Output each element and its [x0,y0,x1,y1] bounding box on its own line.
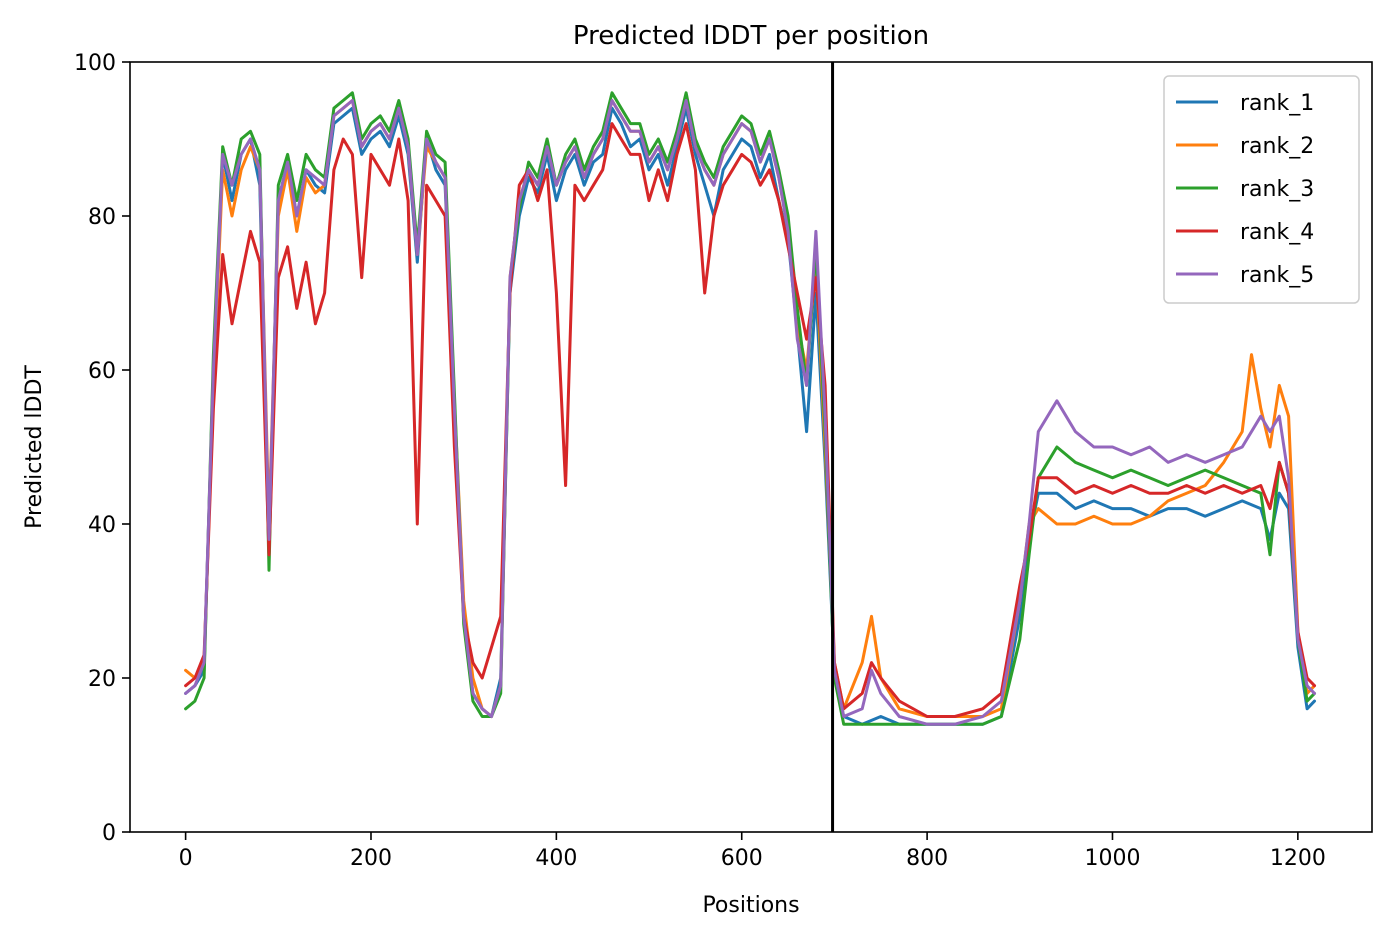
plot-frame [129,61,1373,833]
y-tick-label: 100 [74,51,116,76]
plot-lines [184,91,1316,726]
series-line-rank_4 [184,122,1316,718]
x-tick-label: 200 [350,846,392,871]
x-tick-label: 600 [721,846,763,871]
x-tick-label: 400 [535,846,577,871]
x-tick-label: 800 [906,846,948,871]
series-line-rank_3 [184,91,1316,726]
x-axis-label: Positions [702,893,799,918]
y-tick-label: 80 [88,205,116,230]
legend-label-rank_5: rank_5 [1240,263,1314,288]
series-line-rank_1 [184,106,1316,726]
y-tick-label: 0 [102,821,116,846]
x-tick-label: 0 [179,846,193,871]
legend-box [1163,75,1360,304]
series-line-rank_5 [184,99,1316,726]
y-tick-label: 60 [88,359,116,384]
legend-label-rank_3: rank_3 [1240,177,1314,202]
chart-title: Predicted lDDT per position [573,21,929,51]
legend-label-rank_1: rank_1 [1240,91,1314,116]
y-axis: 0 20 40 60 80 100 [74,51,130,846]
legend-label-rank_2: rank_2 [1240,134,1314,159]
x-tick-label: 1200 [1270,846,1326,871]
y-tick-label: 40 [88,513,116,538]
legend: rank_1 rank_2 rank_3 rank_4 rank_5 [1163,75,1360,304]
y-axis-label: Predicted lDDT [22,365,47,529]
legend-label-rank_4: rank_4 [1240,220,1314,245]
x-tick-label: 1000 [1084,846,1140,871]
x-axis: 0 200 400 600 800 1000 1200 [179,832,1326,871]
y-tick-label: 20 [88,667,116,692]
